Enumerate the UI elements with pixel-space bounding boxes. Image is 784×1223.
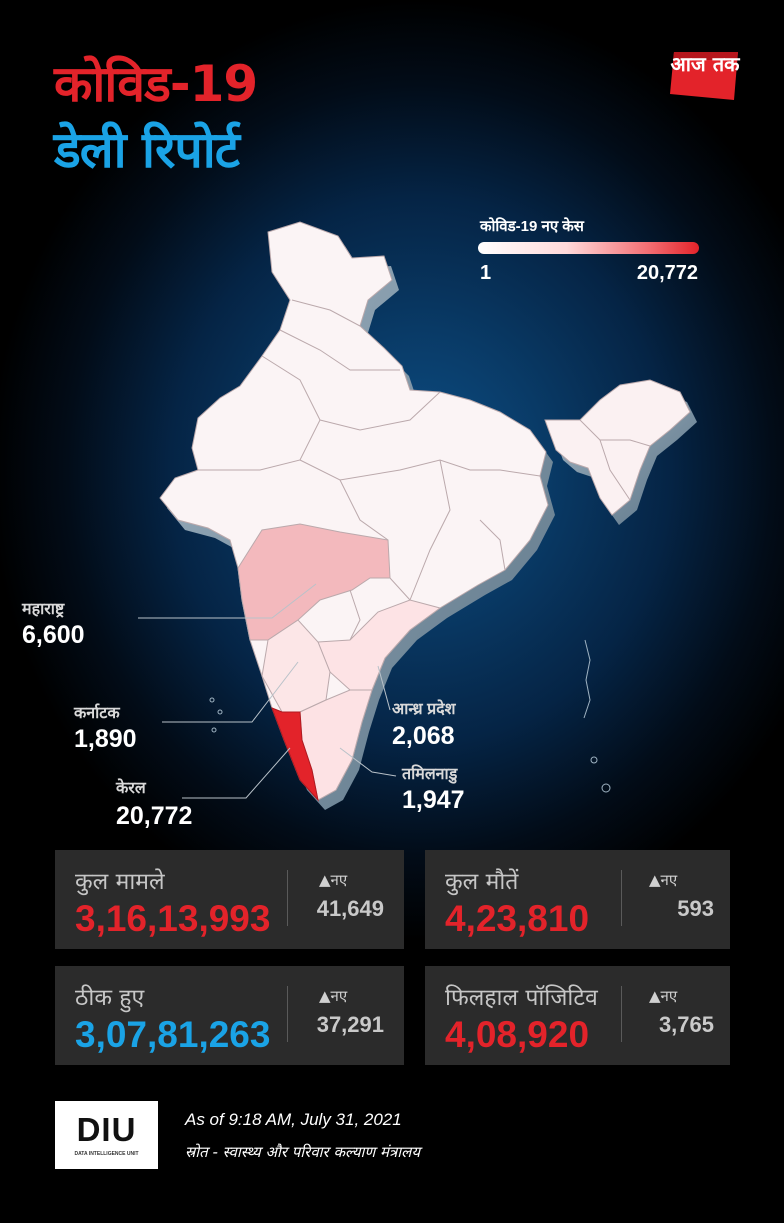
diu-logo-caption: DATA INTELLIGENCE UNIT xyxy=(74,1151,139,1157)
card-new-label: ▲नए xyxy=(319,987,348,1005)
map-kerala xyxy=(271,707,319,802)
card-new-value: 37,291 xyxy=(316,1012,384,1037)
india-map xyxy=(138,221,697,810)
timestamp: As of 9:18 AM, July 31, 2021 xyxy=(185,1110,402,1129)
callout-karnataka-name: कर्नाटक xyxy=(74,705,120,722)
card-label: कुल मामले xyxy=(75,869,165,895)
card-new-value: 593 xyxy=(677,896,714,921)
map-andhra xyxy=(317,599,442,691)
card-divider xyxy=(287,986,288,1042)
card-divider xyxy=(287,870,288,926)
diu-logo-text: DIU xyxy=(76,1111,137,1148)
card-new-label: ▲नए xyxy=(319,871,348,889)
card-total: 3,16,13,993 xyxy=(75,898,271,939)
stat-card-total-cases: कुल मामले 3,16,13,993 ▲नए 41,649 xyxy=(55,850,404,949)
card-divider xyxy=(621,986,622,1042)
card-new-label: ▲नए xyxy=(649,987,678,1005)
legend-title: कोविड-19 नए केस xyxy=(480,218,584,235)
card-divider xyxy=(621,870,622,926)
stat-card-active: फिलहाल पॉजिटिव 4,08,920 ▲नए 3,765 xyxy=(425,966,730,1065)
callout-lines xyxy=(138,583,397,799)
legend-max: 20,772 xyxy=(636,262,698,284)
logo-text: आज तक xyxy=(670,52,740,76)
callout-kerala-name: केरल xyxy=(116,780,146,797)
card-total: 4,23,810 xyxy=(445,898,590,939)
legend-min: 1 xyxy=(480,262,492,284)
map-maharashtra xyxy=(237,523,391,641)
card-total: 4,08,920 xyxy=(445,1014,590,1055)
aaj-tak-logo: आज तक xyxy=(668,46,742,102)
card-label: फिलहाल पॉजिटिव xyxy=(445,985,598,1011)
stat-card-total-deaths: कुल मौतें 4,23,810 ▲नए 593 xyxy=(425,850,730,949)
card-label: कुल मौतें xyxy=(445,869,519,895)
card-new-value: 3,765 xyxy=(658,1012,714,1037)
callout-maharashtra-name: महाराष्ट्र xyxy=(22,601,65,618)
callout-kerala-value: 20,772 xyxy=(116,802,193,830)
legend-gradient-bar xyxy=(478,242,699,254)
source-credit: स्रोत - स्वास्थ्य और परिवार कल्याण मंत्र… xyxy=(185,1143,421,1161)
diu-logo: DIU DATA INTELLIGENCE UNIT xyxy=(55,1101,158,1169)
map-borders xyxy=(198,299,651,641)
card-new-value: 41,649 xyxy=(316,896,384,921)
map-islands xyxy=(209,639,611,793)
callout-tamilnadu-name: तमिलनाडु xyxy=(402,766,458,783)
stat-card-recovered: ठीक हुए 3,07,81,263 ▲नए 37,291 xyxy=(55,966,404,1065)
page-subtitle: डेली रिपोर्ट xyxy=(54,121,240,179)
card-new-label: ▲नए xyxy=(649,871,678,889)
page-title: कोविड-19 xyxy=(54,55,258,113)
card-total: 3,07,81,263 xyxy=(75,1014,271,1055)
callout-andhra-name: आन्ध्र प्रदेश xyxy=(392,701,456,718)
callout-tamilnadu-value: 1,947 xyxy=(402,786,465,814)
callout-andhra-value: 2,068 xyxy=(392,722,455,750)
callout-karnataka-value: 1,890 xyxy=(74,725,137,753)
map-northeast xyxy=(544,379,691,516)
callout-maharashtra-value: 6,600 xyxy=(22,621,85,649)
card-label: ठीक हुए xyxy=(75,985,145,1011)
logo-badge-icon xyxy=(670,52,738,100)
